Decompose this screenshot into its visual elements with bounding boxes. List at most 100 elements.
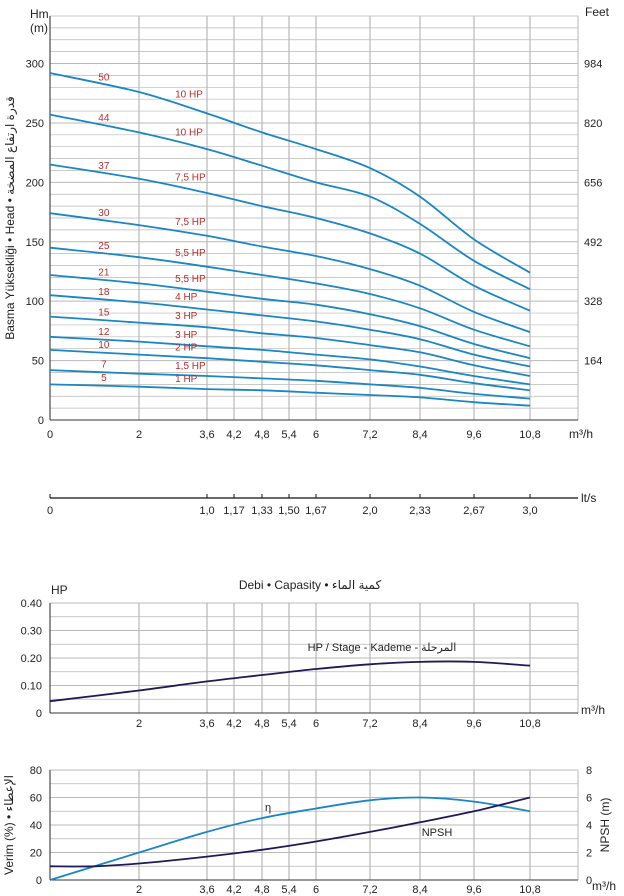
head-curve-hp-label: 5,5 HP [175, 248, 206, 259]
hp-xtick-label: 4,8 [254, 718, 269, 730]
head-curve-hp-label: 4 HP [175, 292, 198, 303]
eff-xtick-label: 2 [136, 884, 142, 896]
head-curve-stage-label: 10 [98, 340, 110, 351]
npsh-ytick-label: 0 [586, 875, 592, 887]
lts-tick-label: 1,33 [251, 505, 272, 517]
hp-annotation: HP / Stage - Kademe - المرحلة [308, 642, 457, 654]
head-unit-label-2: (m) [30, 21, 48, 35]
efficiency-curve [49, 796, 531, 881]
npsh-ytick-label: 2 [586, 848, 592, 860]
head-curve-44 [49, 113, 531, 291]
hp-xtick-label: 7,2 [362, 718, 377, 730]
hp-unit-label: HP [51, 583, 68, 597]
head-curve-hp-label: 1 HP [175, 374, 198, 385]
hp-ytick-label: 0.40 [21, 598, 42, 610]
head-curve-stage-label: 25 [98, 241, 110, 252]
lts-tick-label: 2,67 [463, 505, 484, 517]
head-curve-hp-label: 10 HP [175, 127, 203, 138]
eff-xtick-label: 9,6 [466, 884, 481, 896]
head-curve-37 [49, 163, 531, 312]
head-ytick-label: 50 [32, 356, 44, 368]
eff-xtick-label: 3,6 [199, 884, 214, 896]
lts-tick-label: 1,0 [199, 505, 214, 517]
head-curve-15 [49, 315, 531, 377]
head-curve-stage-label: 44 [98, 113, 110, 124]
head-ytick-label: 300 [26, 59, 44, 71]
head-xtick-label: 4,8 [254, 429, 269, 441]
eff-xtick-label: 4,8 [254, 884, 269, 896]
head-unit-right-label: Feet [585, 5, 610, 19]
eff-ytick-label: 0 [36, 875, 42, 887]
head-curve-5 [49, 383, 531, 407]
head-xtick-label: 8,4 [412, 429, 427, 441]
head-curve-stage-label: 5 [101, 373, 107, 384]
npsh-curve [49, 796, 531, 868]
head-xtick-label: 5,4 [281, 429, 296, 441]
eff-xtick-label: 8,4 [412, 884, 427, 896]
head-curve-18 [49, 294, 531, 368]
head-xtick-label: 6 [313, 429, 319, 441]
hp-xtick-label: 6 [313, 718, 319, 730]
eff-ytick-label: 40 [30, 820, 42, 832]
head-ytick-label: 100 [26, 296, 44, 308]
head-curve-stage-label: 7 [101, 359, 107, 370]
head-curve-12 [49, 335, 531, 386]
npsh-ylabel: NPSH (m) [598, 798, 612, 853]
head-ytick-label: 0 [38, 415, 44, 427]
head-ytick-label: 150 [26, 237, 44, 249]
hp-xtick-label: 2 [136, 718, 142, 730]
head-curve-hp-label: 1,5 HP [175, 361, 206, 372]
head-xtick-label: 3,6 [199, 429, 214, 441]
head-ytick-right-label: 656 [584, 177, 602, 189]
head-unit-label: Hm [30, 7, 49, 21]
head-curve-50 [49, 72, 531, 274]
head-xtick-label: 7,2 [362, 429, 377, 441]
head-curve-25 [49, 246, 531, 348]
lts-tick-label: 0 [47, 505, 53, 517]
head-curve-hp-label: 3 HP [175, 330, 198, 341]
hp-xtick-label: 10,8 [519, 718, 540, 730]
npsh-ytick-label: 6 [586, 793, 592, 805]
eff-ylabel: Verim (%) • الإعطاء [2, 775, 16, 875]
head-xtick-label: 4,2 [226, 429, 241, 441]
hp-ytick-label: 0.20 [21, 653, 42, 665]
lts-tick-label: 1,17 [223, 505, 244, 517]
head-curve-stage-label: 12 [98, 327, 110, 338]
head-ylabel: Basma Yüksekliği • Head • قدرة ارتفاع ال… [3, 96, 18, 340]
head-curve-hp-label: 5,5 HP [175, 274, 206, 285]
head-curve-stage-label: 21 [98, 267, 110, 278]
head-curve-stage-label: 50 [98, 72, 110, 83]
hp-curve [49, 660, 531, 703]
hp-xtick-label: 9,6 [466, 718, 481, 730]
head-curve-hp-label: 7,5 HP [175, 217, 206, 228]
lts-tick-label: 3,0 [522, 505, 537, 517]
head-curve-hp-label: 3 HP [175, 311, 198, 322]
head-curve-stage-label: 18 [98, 287, 110, 298]
hp-xlabel: m³/h [581, 703, 605, 717]
eff-xlabel: m³/h [592, 879, 616, 893]
hp-ytick-label: 0 [36, 708, 42, 720]
eff-ytick-label: 80 [30, 765, 42, 777]
lts-tick-label: 1,50 [278, 505, 299, 517]
eff-xtick-label: 7,2 [362, 884, 377, 896]
eff-xtick-label: 10,8 [519, 884, 540, 896]
head-xtick-label: 2 [136, 429, 142, 441]
hp-ytick-label: 0.10 [21, 681, 42, 693]
head-ytick-right-label: 328 [584, 296, 602, 308]
head-ytick-right-label: 820 [584, 118, 602, 130]
head-curve-hp-label: 2 HP [175, 343, 198, 354]
hp-ytick-label: 0.30 [21, 626, 42, 638]
eff-ytick-label: 60 [30, 793, 42, 805]
eff-xtick-label: 6 [313, 884, 319, 896]
eff-ytick-label: 20 [30, 848, 42, 860]
efficiency-curve-label: η [265, 802, 271, 814]
head-xlabel: m³/h [569, 427, 593, 441]
head-curve-hp-label: 10 HP [175, 89, 203, 100]
head-ytick-right-label: 984 [584, 59, 602, 71]
head-curve-21 [49, 274, 531, 360]
hp-xtick-label: 8,4 [412, 718, 427, 730]
hp-panel-title: Debi • Capasity • كمية الماء [239, 578, 382, 592]
head-curve-stage-label: 30 [98, 208, 110, 219]
eff-xtick-label: 4,2 [226, 884, 241, 896]
